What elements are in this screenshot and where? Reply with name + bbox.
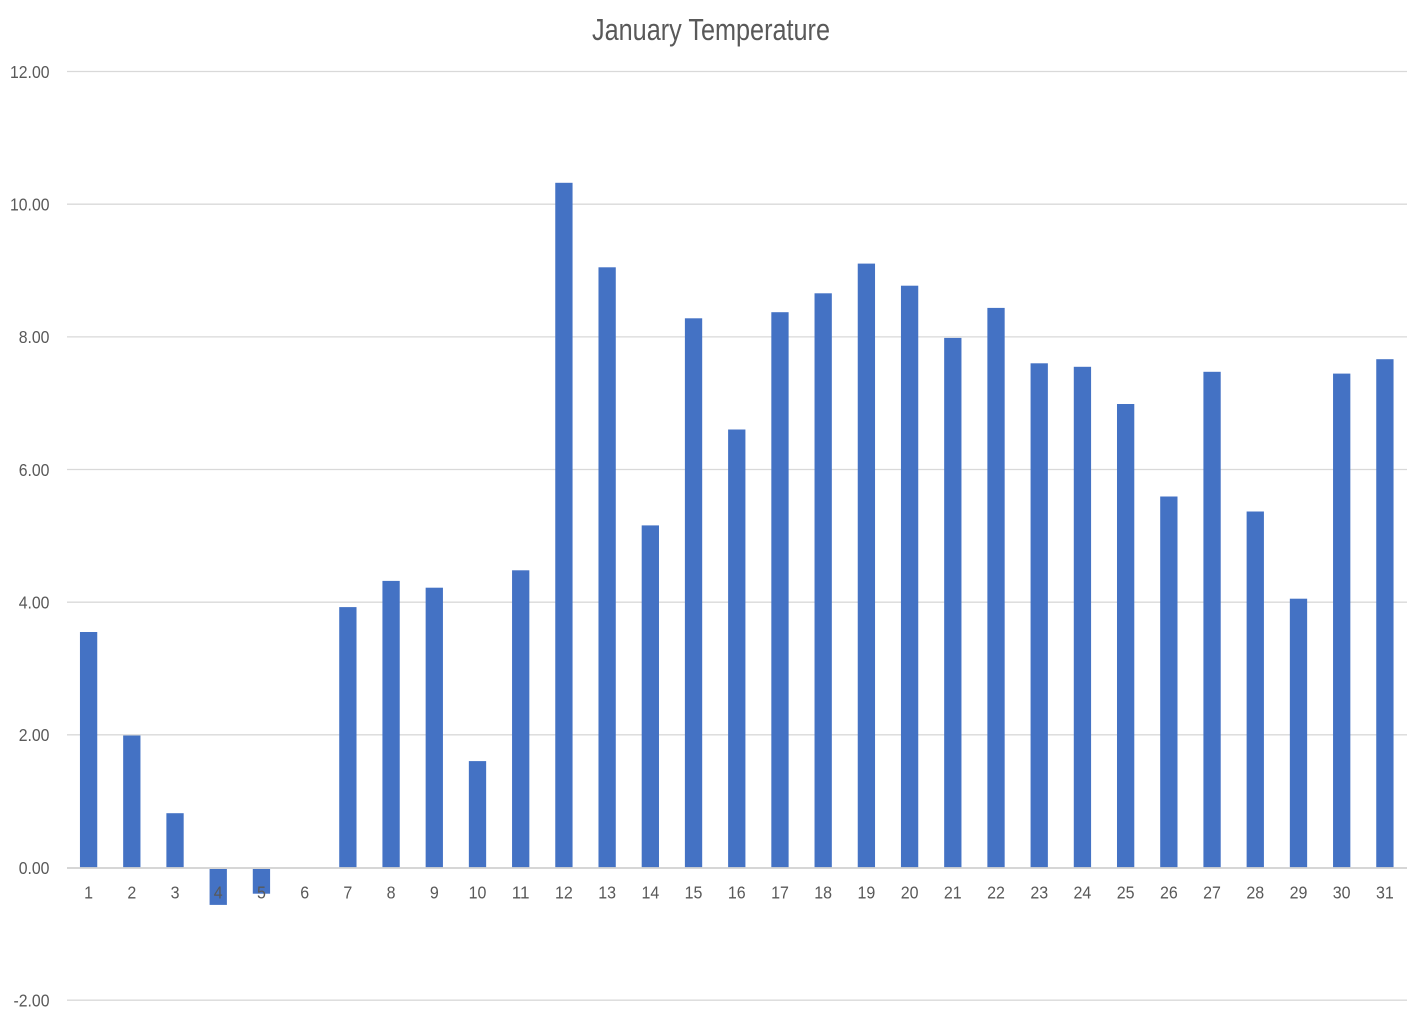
svg-text:7: 7 [343,883,352,903]
svg-text:29: 29 [1290,883,1308,903]
svg-text:4: 4 [214,883,223,903]
svg-text:26: 26 [1160,883,1178,903]
svg-text:17: 17 [771,883,789,903]
svg-text:25: 25 [1117,883,1135,903]
svg-text:31: 31 [1376,883,1394,903]
svg-text:27: 27 [1203,883,1221,903]
svg-text:-2.00: -2.00 [14,991,50,1011]
svg-text:28: 28 [1246,883,1264,903]
svg-text:21: 21 [944,883,962,903]
svg-text:14: 14 [641,883,659,903]
svg-text:8: 8 [387,883,396,903]
svg-text:20: 20 [901,883,919,903]
svg-text:10: 10 [469,883,487,903]
svg-text:2: 2 [127,883,136,903]
svg-text:30: 30 [1333,883,1351,903]
svg-text:23: 23 [1030,883,1048,903]
svg-text:18: 18 [814,883,832,903]
svg-text:January Temperature: January Temperature [592,12,830,47]
svg-text:24: 24 [1074,883,1092,903]
svg-text:16: 16 [728,883,746,903]
svg-text:15: 15 [685,883,703,903]
svg-text:19: 19 [857,883,875,903]
svg-text:1: 1 [84,883,93,903]
svg-text:13: 13 [598,883,616,903]
svg-text:0.00: 0.00 [19,858,50,878]
svg-text:6: 6 [300,883,309,903]
svg-text:4.00: 4.00 [19,593,50,613]
svg-text:11: 11 [512,883,530,903]
svg-text:3: 3 [171,883,180,903]
svg-text:10.00: 10.00 [10,195,50,215]
svg-text:9: 9 [430,883,439,903]
svg-text:12.00: 12.00 [10,62,50,82]
svg-text:6.00: 6.00 [19,460,50,480]
svg-text:22: 22 [987,883,1005,903]
svg-text:5: 5 [257,883,266,903]
svg-text:2.00: 2.00 [19,725,50,745]
svg-text:12: 12 [555,883,573,903]
svg-text:8.00: 8.00 [19,327,50,347]
